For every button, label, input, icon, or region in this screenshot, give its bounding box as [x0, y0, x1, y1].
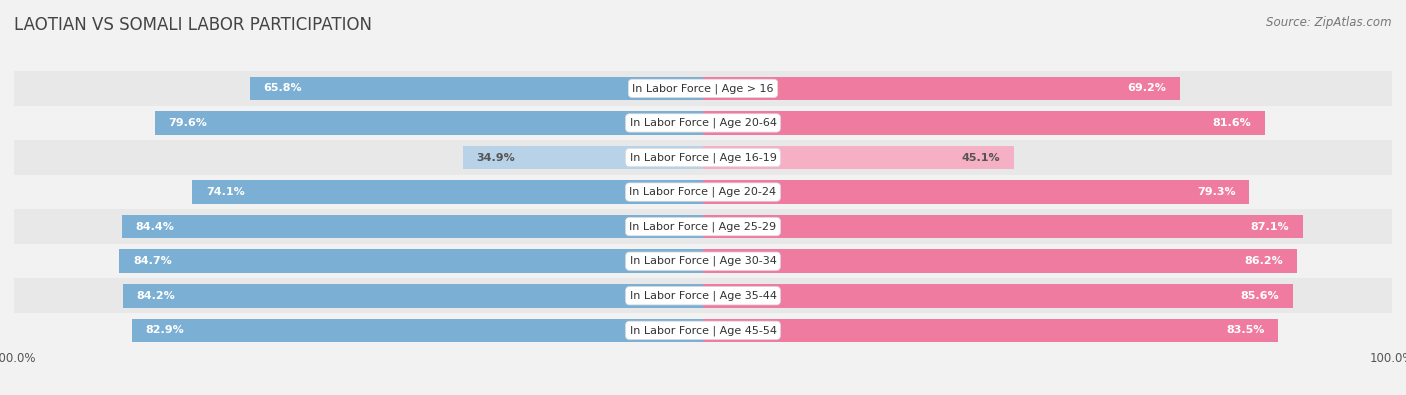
- Text: 84.4%: 84.4%: [135, 222, 174, 231]
- Bar: [14, 71, 1392, 106]
- Bar: [120, 250, 703, 273]
- Text: 79.6%: 79.6%: [169, 118, 207, 128]
- Bar: [703, 318, 1278, 342]
- Text: 84.2%: 84.2%: [136, 291, 176, 301]
- Bar: [703, 180, 1250, 204]
- Text: 45.1%: 45.1%: [962, 152, 1000, 162]
- Bar: [703, 215, 1303, 238]
- Bar: [14, 278, 1392, 313]
- Text: 79.3%: 79.3%: [1197, 187, 1236, 197]
- Text: 86.2%: 86.2%: [1244, 256, 1284, 266]
- Text: 65.8%: 65.8%: [263, 83, 302, 93]
- Text: Source: ZipAtlas.com: Source: ZipAtlas.com: [1267, 16, 1392, 29]
- Bar: [703, 284, 1292, 307]
- Text: 84.7%: 84.7%: [134, 256, 172, 266]
- Bar: [14, 106, 1392, 140]
- Text: In Labor Force | Age > 16: In Labor Force | Age > 16: [633, 83, 773, 94]
- Bar: [14, 244, 1392, 278]
- Bar: [703, 111, 1265, 135]
- Text: In Labor Force | Age 30-34: In Labor Force | Age 30-34: [630, 256, 776, 267]
- Bar: [122, 284, 703, 307]
- Bar: [193, 180, 703, 204]
- Bar: [14, 140, 1392, 175]
- Bar: [703, 146, 1014, 169]
- Bar: [155, 111, 703, 135]
- Text: 87.1%: 87.1%: [1251, 222, 1289, 231]
- Bar: [121, 215, 703, 238]
- Text: 34.9%: 34.9%: [477, 152, 515, 162]
- Text: 69.2%: 69.2%: [1128, 83, 1166, 93]
- Text: 74.1%: 74.1%: [207, 187, 245, 197]
- Text: In Labor Force | Age 25-29: In Labor Force | Age 25-29: [630, 221, 776, 232]
- Text: LAOTIAN VS SOMALI LABOR PARTICIPATION: LAOTIAN VS SOMALI LABOR PARTICIPATION: [14, 16, 373, 34]
- Bar: [703, 250, 1296, 273]
- Bar: [463, 146, 703, 169]
- Text: 82.9%: 82.9%: [146, 325, 184, 335]
- Text: 83.5%: 83.5%: [1226, 325, 1264, 335]
- Text: In Labor Force | Age 45-54: In Labor Force | Age 45-54: [630, 325, 776, 336]
- Bar: [14, 175, 1392, 209]
- Bar: [14, 313, 1392, 348]
- Bar: [14, 209, 1392, 244]
- Text: In Labor Force | Age 20-64: In Labor Force | Age 20-64: [630, 118, 776, 128]
- Text: In Labor Force | Age 16-19: In Labor Force | Age 16-19: [630, 152, 776, 163]
- Bar: [132, 318, 703, 342]
- Text: In Labor Force | Age 20-24: In Labor Force | Age 20-24: [630, 187, 776, 198]
- Bar: [703, 77, 1180, 100]
- Text: In Labor Force | Age 35-44: In Labor Force | Age 35-44: [630, 290, 776, 301]
- Text: 85.6%: 85.6%: [1240, 291, 1279, 301]
- Bar: [250, 77, 703, 100]
- Text: 81.6%: 81.6%: [1212, 118, 1251, 128]
